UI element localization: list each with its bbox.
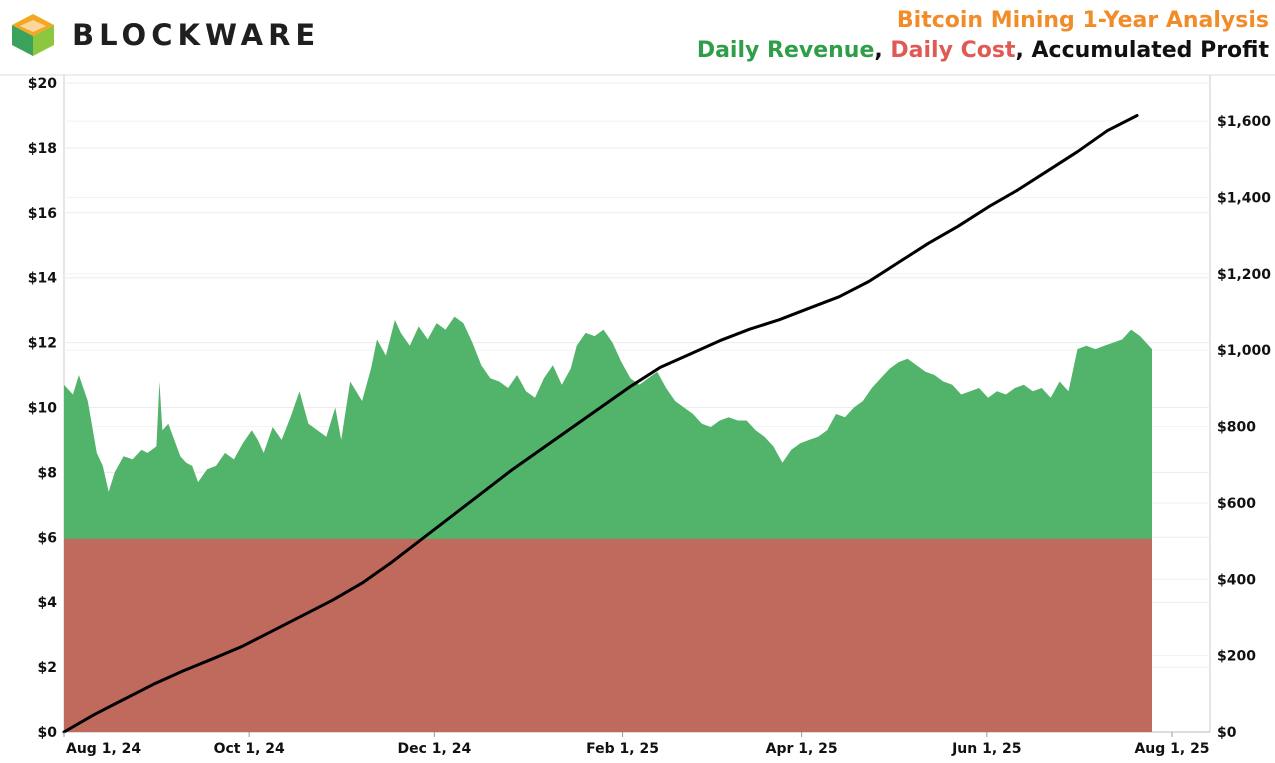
legend-sep-1: , xyxy=(874,38,883,63)
y-right-tick-label: $0 xyxy=(1217,725,1237,741)
chart-title-block: Bitcoin Mining 1-Year Analysis Daily Rev… xyxy=(697,6,1269,66)
y-right-tick-label: $400 xyxy=(1217,572,1256,588)
y-right-tick-label: $800 xyxy=(1217,420,1256,436)
y-left-tick-label: $10 xyxy=(28,401,57,417)
brand-name: BLOCKWARE xyxy=(72,18,321,52)
y-left-tick-label: $0 xyxy=(38,725,58,741)
y-left-tick-label: $12 xyxy=(28,336,57,352)
legend-revenue: Daily Revenue xyxy=(696,38,875,63)
y-left-tick-label: $2 xyxy=(38,660,57,676)
blockware-cube-icon xyxy=(12,14,54,56)
y-left-tick-label: $20 xyxy=(28,76,57,92)
y-right-tick-label: $600 xyxy=(1217,496,1256,512)
x-tick-label: Aug 1, 24 xyxy=(66,741,141,757)
y-left-tick-label: $8 xyxy=(38,465,57,481)
y-left-tick-label: $18 xyxy=(28,141,57,157)
y-right-tick-label: $1,000 xyxy=(1217,343,1271,359)
y-left-tick-label: $4 xyxy=(38,595,58,611)
x-tick-label: Feb 1, 25 xyxy=(586,741,659,757)
x-tick-label: Apr 1, 25 xyxy=(766,741,838,757)
x-tick-label: Dec 1, 24 xyxy=(397,741,471,757)
legend-profit: Accumulated Profit xyxy=(1031,38,1270,63)
legend-sep-2: , xyxy=(1015,38,1024,63)
y-left-tick-label: $6 xyxy=(38,530,57,546)
y-right-tick-label: $1,600 xyxy=(1217,114,1271,130)
chart-title: Bitcoin Mining 1-Year Analysis xyxy=(896,8,1269,33)
cost-area xyxy=(64,538,1152,732)
y-left-tick-label: $16 xyxy=(28,206,57,222)
chart-subtitle: Daily Revenue, Daily Cost, Accumulated P… xyxy=(697,36,1269,66)
y-right-tick-label: $200 xyxy=(1217,649,1256,665)
brand-logo: BLOCKWARE xyxy=(10,12,320,58)
y-right-tick-label: $1,200 xyxy=(1217,267,1271,283)
x-tick-label: Aug 1, 25 xyxy=(1134,741,1209,757)
y-right-tick-label: $1,400 xyxy=(1217,191,1271,207)
legend-cost: Daily Cost xyxy=(890,38,1016,63)
x-tick-label: Jun 1, 25 xyxy=(951,741,1021,757)
profit-line xyxy=(62,114,1139,734)
y-left-tick-label: $14 xyxy=(28,271,57,287)
x-tick-label: Oct 1, 24 xyxy=(214,741,285,757)
